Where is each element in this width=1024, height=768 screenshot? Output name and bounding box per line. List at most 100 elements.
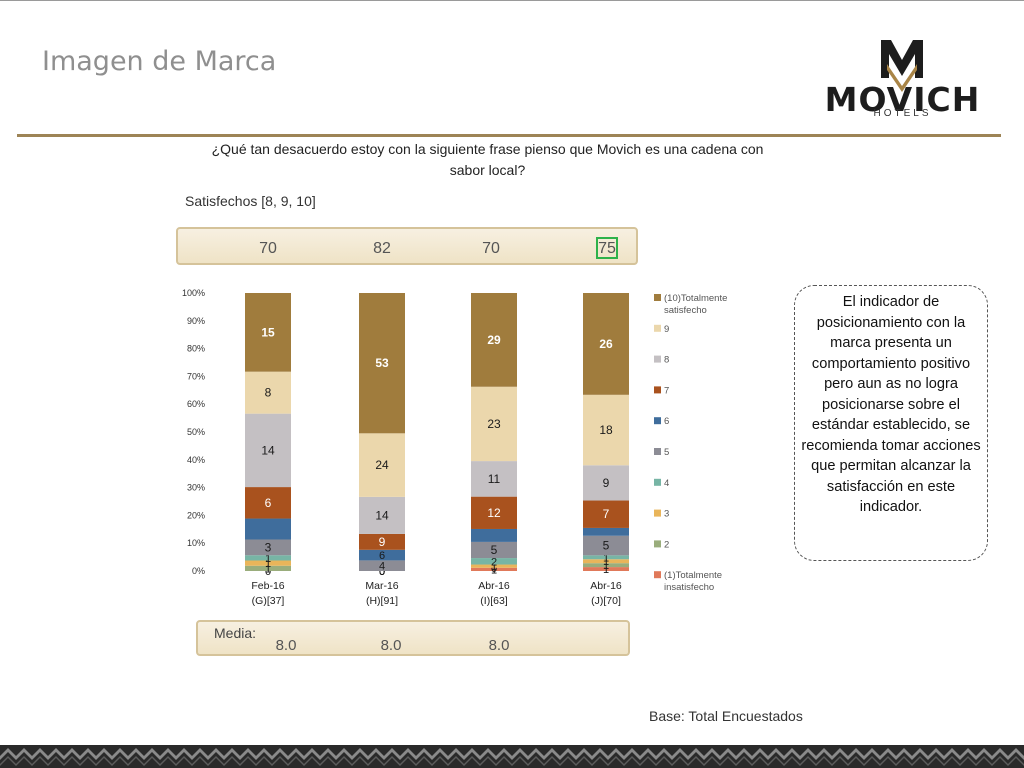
data-label: 4: [379, 561, 385, 573]
base-note: Base: Total Encuestados: [649, 708, 803, 724]
legend-label: 9: [664, 324, 669, 335]
satisfied-value-abr16-i: 70: [482, 240, 500, 257]
analysis-note: El indicador de posicionamiento con la m…: [794, 285, 988, 561]
legend-label: 7: [664, 385, 669, 396]
bar-segment: [245, 565, 291, 571]
x-category-sublabel: (H)[91]: [366, 595, 398, 607]
y-tick-label: 50%: [187, 427, 205, 437]
data-label: 24: [375, 458, 389, 472]
satisfied-label: Satisfechos [8, 9, 10]: [185, 193, 316, 209]
y-tick-label: 60%: [187, 399, 205, 409]
data-label: 14: [375, 508, 389, 522]
bar-segment: [359, 533, 405, 550]
x-category-label: Mar-16: [365, 580, 398, 592]
legend-swatch: [654, 448, 661, 455]
x-category-label: Feb-16: [251, 580, 284, 592]
x-category-sublabel: (J)[70]: [591, 595, 621, 607]
bar-segment: [583, 394, 629, 466]
y-tick-label: 40%: [187, 455, 205, 465]
data-label: 9: [603, 476, 610, 490]
y-tick-label: 100%: [182, 288, 205, 298]
data-label: 3: [265, 540, 272, 554]
bar-segment: [583, 535, 629, 556]
bar-segment: [359, 433, 405, 497]
bar-segment: [245, 487, 291, 519]
data-label: 1: [603, 552, 609, 564]
data-label: 12: [487, 506, 501, 520]
bar-segment: [359, 293, 405, 434]
data-label: 29: [487, 333, 501, 347]
data-label: 0: [379, 566, 385, 578]
y-tick-label: 0%: [192, 566, 205, 576]
bar-segment: [245, 293, 291, 372]
legend-label: (10)Totalmente: [664, 293, 727, 304]
legend-swatch: [654, 355, 661, 363]
y-tick-label: 70%: [187, 371, 205, 381]
data-label: 1: [491, 561, 497, 573]
legend-swatch: [654, 571, 661, 579]
data-label: 7: [603, 507, 610, 521]
legend-label: 3: [664, 509, 669, 520]
legend-label: 6: [664, 416, 669, 427]
data-label: 5: [491, 543, 498, 557]
data-label: 5: [603, 539, 610, 553]
bar-segment: [583, 500, 629, 528]
bar-segment: [359, 496, 405, 534]
data-label: 9: [379, 535, 386, 549]
bar-segment: [583, 563, 629, 568]
bar-segment: [245, 518, 291, 540]
data-label: 1: [603, 564, 609, 576]
bar-segment: [583, 567, 629, 571]
y-tick-label: 90%: [187, 316, 205, 326]
decorative-footer-pattern: [0, 745, 1024, 768]
satisfied-band: [176, 227, 638, 265]
bar-segment: [471, 541, 517, 559]
satisfied-value-abr16-j: 75: [598, 240, 616, 257]
data-label: 1: [603, 560, 609, 572]
legend-label: satisfecho: [664, 305, 707, 316]
bar-segment: [471, 567, 517, 571]
data-label: 11: [488, 472, 501, 486]
bar-segment: [471, 558, 517, 565]
data-label: 26: [599, 337, 613, 351]
data-label: 0: [379, 566, 385, 578]
data-label: 0: [379, 566, 385, 578]
data-label: 18: [599, 423, 613, 437]
bar-segment: [471, 461, 517, 497]
bar-segment: [471, 386, 517, 462]
data-label: 1: [265, 553, 271, 565]
top-rule: [0, 0, 1024, 1]
legend-swatch: [654, 294, 661, 301]
data-label: 6: [379, 550, 385, 562]
legend-swatch: [654, 540, 661, 548]
page-title: Imagen de Marca: [42, 46, 277, 77]
bar-segment: [471, 293, 517, 387]
media-value-mar16: 8.0: [380, 637, 402, 654]
legend-label: 2: [664, 539, 669, 550]
legend-swatch: [654, 417, 661, 425]
x-category-label: Abr-16: [590, 580, 622, 592]
bar-segment: [471, 496, 517, 529]
survey-question: ¿Qué tan desacuerdo estoy con la siguien…: [211, 141, 764, 178]
bar-segment: [245, 560, 291, 566]
bar-segment: [245, 371, 291, 414]
data-label: 23: [487, 417, 501, 431]
bar-segment: [583, 559, 629, 564]
legend-swatch: [654, 386, 661, 394]
data-label: 0: [265, 566, 271, 578]
bar-segment: [583, 465, 629, 501]
bar-segment: [471, 528, 517, 542]
bar-segment: [245, 539, 291, 556]
logo-wordmark: MOVICH: [824, 80, 981, 119]
satisfied-value-mar16: 82: [373, 240, 391, 257]
legend-label: (1)Totalmente: [664, 570, 722, 581]
bar-segment: [583, 293, 629, 395]
header-divider: [17, 134, 1001, 137]
media-label: Media:: [214, 625, 257, 641]
bar-segment: [471, 564, 517, 568]
x-category-label: Abr-16: [478, 580, 510, 592]
x-category-sublabel: (G)[37]: [252, 595, 285, 607]
bar-segment: [359, 560, 405, 571]
bar-segment: [583, 527, 629, 536]
